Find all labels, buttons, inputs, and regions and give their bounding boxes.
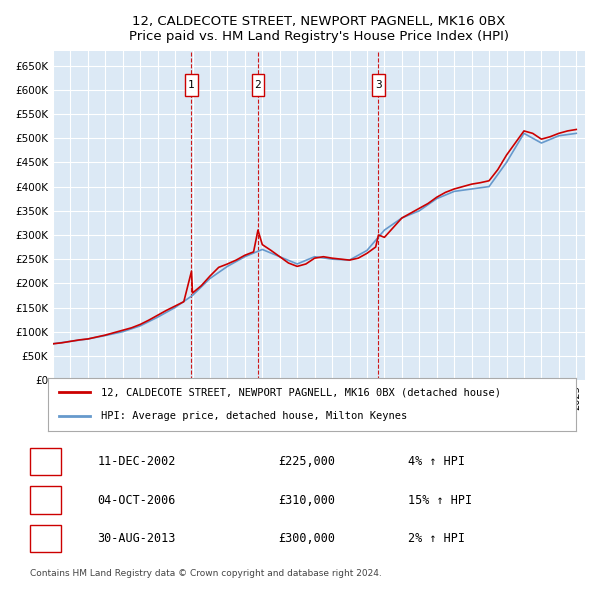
FancyBboxPatch shape <box>29 525 61 552</box>
Text: 1: 1 <box>41 457 48 467</box>
Text: HPI: Average price, detached house, Milton Keynes: HPI: Average price, detached house, Milt… <box>101 411 407 421</box>
Text: 12, CALDECOTE STREET, NEWPORT PAGNELL, MK16 0BX (detached house): 12, CALDECOTE STREET, NEWPORT PAGNELL, M… <box>101 388 501 398</box>
FancyBboxPatch shape <box>29 448 61 476</box>
Text: 11-DEC-2002: 11-DEC-2002 <box>97 455 176 468</box>
Text: 2: 2 <box>41 495 48 505</box>
FancyBboxPatch shape <box>373 74 385 96</box>
Text: 1: 1 <box>188 80 195 90</box>
Title: 12, CALDECOTE STREET, NEWPORT PAGNELL, MK16 0BX
Price paid vs. HM Land Registry': 12, CALDECOTE STREET, NEWPORT PAGNELL, M… <box>129 15 509 43</box>
FancyBboxPatch shape <box>252 74 264 96</box>
Text: 15% ↑ HPI: 15% ↑ HPI <box>407 493 472 507</box>
Text: £225,000: £225,000 <box>278 455 335 468</box>
Text: 4% ↑ HPI: 4% ↑ HPI <box>407 455 464 468</box>
Text: 30-AUG-2013: 30-AUG-2013 <box>97 532 176 545</box>
Text: Contains HM Land Registry data © Crown copyright and database right 2024.: Contains HM Land Registry data © Crown c… <box>30 569 382 578</box>
Text: 3: 3 <box>375 80 382 90</box>
FancyBboxPatch shape <box>185 74 197 96</box>
Text: 3: 3 <box>41 533 48 543</box>
Text: 04-OCT-2006: 04-OCT-2006 <box>97 493 176 507</box>
Text: £310,000: £310,000 <box>278 493 335 507</box>
FancyBboxPatch shape <box>29 486 61 514</box>
Text: £300,000: £300,000 <box>278 532 335 545</box>
Text: 2% ↑ HPI: 2% ↑ HPI <box>407 532 464 545</box>
Text: 2: 2 <box>254 80 262 90</box>
